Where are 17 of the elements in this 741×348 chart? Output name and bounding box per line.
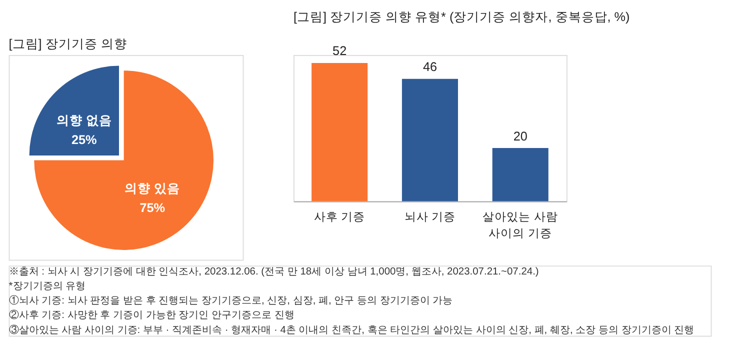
x-tick-label: 뇌사 기증 <box>404 210 456 224</box>
chart-title: [그림] 장기기증 의향 <box>8 37 127 52</box>
data-label: 75% <box>140 201 166 216</box>
data-label: 25% <box>71 132 97 147</box>
x-tick-label: 사후 기증 <box>314 210 366 224</box>
text: *장기기증의 유형 <box>8 280 86 292</box>
data-label: 52 <box>332 44 347 58</box>
text: ②사후 기증: 사망한 후 기증이 가능한 장기인 안구기증으로 진행 <box>8 309 294 322</box>
slice-label: 의향 있음 <box>124 182 180 196</box>
data-label: 20 <box>513 129 528 144</box>
data-label: 46 <box>422 60 438 74</box>
slice-label: 의향 없음 <box>56 113 112 128</box>
x-tick-label: 살아있는 사람 사이의 기증 <box>482 210 558 240</box>
text: ①뇌사 기증: 뇌사 판정을 받은 후 진행되는 장기기증으로, 신장, 심장, 폐, 안구 등의 장기기증이 가능 <box>8 294 453 307</box>
text: ③살아있는 사람 사이의 기증: 부부 · 직계존비속 · 형재자매 · 4촌 이내의 친족간, 혹은 타인간의 살아있는 사이의 신장, 폐, 췌장, 소장 등의 장기기증이 진행 <box>8 324 694 336</box>
text: ※출처 : 뇌사 시 장기기증에 대한 인식조사, 2023.12.06. (전국 만 18세 이상 남녀 1,000명, 웹조사, 2023.07.21.~07.24.) <box>8 266 539 278</box>
chart-title: [그림] 장기기증 의향 유형* (장기기증 의향자, 중복응답, %) <box>293 10 630 24</box>
